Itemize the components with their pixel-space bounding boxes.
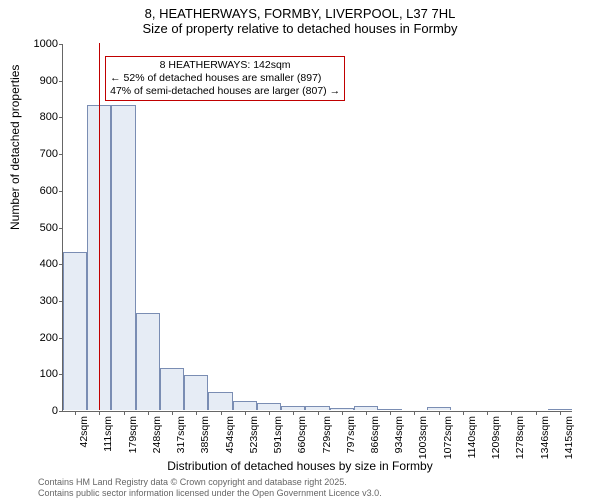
chart-area: 0100200300400500600700800900100042sqm111… bbox=[62, 44, 572, 412]
x-tick-mark bbox=[196, 411, 197, 415]
histogram-bar bbox=[208, 392, 232, 410]
x-tick-mark bbox=[293, 411, 294, 415]
y-tick-mark bbox=[59, 191, 63, 192]
x-tick-mark bbox=[366, 411, 367, 415]
histogram-bar bbox=[160, 368, 184, 410]
y-tick-label: 0 bbox=[18, 405, 58, 417]
histogram-bar bbox=[281, 406, 305, 410]
y-tick-label: 900 bbox=[18, 75, 58, 87]
histogram-bar bbox=[257, 403, 281, 410]
x-tick-mark bbox=[487, 411, 488, 415]
y-tick-label: 400 bbox=[18, 258, 58, 270]
x-tick-mark bbox=[342, 411, 343, 415]
histogram-bar bbox=[427, 407, 451, 410]
chart-title-main: 8, HEATHERWAYS, FORMBY, LIVERPOOL, L37 7… bbox=[0, 0, 600, 21]
y-tick-label: 1000 bbox=[18, 38, 58, 50]
footer-line1: Contains HM Land Registry data © Crown c… bbox=[38, 477, 382, 487]
annotation-box: 8 HEATHERWAYS: 142sqm← 52% of detached h… bbox=[105, 56, 345, 101]
histogram-bar bbox=[548, 409, 572, 410]
x-tick-mark bbox=[439, 411, 440, 415]
x-tick-mark bbox=[536, 411, 537, 415]
y-tick-mark bbox=[59, 44, 63, 45]
histogram-bar bbox=[184, 375, 208, 410]
y-tick-label: 100 bbox=[18, 368, 58, 380]
annotation-line2: ← 52% of detached houses are smaller (89… bbox=[110, 72, 340, 85]
y-tick-mark bbox=[59, 154, 63, 155]
histogram-bar bbox=[233, 401, 257, 410]
y-tick-label: 800 bbox=[18, 111, 58, 123]
footer-attribution: Contains HM Land Registry data © Crown c… bbox=[38, 477, 382, 498]
x-tick-mark bbox=[245, 411, 246, 415]
x-tick-mark bbox=[511, 411, 512, 415]
y-tick-label: 200 bbox=[18, 332, 58, 344]
x-tick-mark bbox=[463, 411, 464, 415]
y-tick-label: 700 bbox=[18, 148, 58, 160]
y-tick-mark bbox=[59, 81, 63, 82]
annotation-line3: 47% of semi-detached houses are larger (… bbox=[110, 85, 340, 98]
histogram-bar bbox=[354, 406, 378, 410]
x-tick-mark bbox=[124, 411, 125, 415]
x-tick-mark bbox=[172, 411, 173, 415]
x-tick-mark bbox=[148, 411, 149, 415]
x-axis-label: Distribution of detached houses by size … bbox=[0, 459, 600, 473]
x-tick-mark bbox=[75, 411, 76, 415]
histogram-bar bbox=[111, 105, 135, 410]
footer-line2: Contains public sector information licen… bbox=[38, 488, 382, 498]
x-tick-mark bbox=[318, 411, 319, 415]
annotation-line1: 8 HEATHERWAYS: 142sqm bbox=[110, 59, 340, 72]
histogram-bar bbox=[330, 408, 354, 410]
x-tick-mark bbox=[560, 411, 561, 415]
x-tick-mark bbox=[99, 411, 100, 415]
x-tick-mark bbox=[269, 411, 270, 415]
y-tick-label: 300 bbox=[18, 295, 58, 307]
histogram-bar bbox=[136, 313, 160, 410]
x-tick-mark bbox=[414, 411, 415, 415]
property-marker-line bbox=[99, 43, 100, 410]
plot-region: 0100200300400500600700800900100042sqm111… bbox=[62, 44, 572, 412]
y-tick-mark bbox=[59, 411, 63, 412]
histogram-bar bbox=[305, 406, 329, 410]
histogram-bar bbox=[63, 252, 87, 410]
x-tick-mark bbox=[221, 411, 222, 415]
x-tick-mark bbox=[390, 411, 391, 415]
y-tick-label: 600 bbox=[18, 185, 58, 197]
y-tick-mark bbox=[59, 117, 63, 118]
chart-title-sub: Size of property relative to detached ho… bbox=[0, 21, 600, 38]
y-tick-mark bbox=[59, 228, 63, 229]
histogram-bar bbox=[378, 409, 402, 410]
y-tick-label: 500 bbox=[18, 222, 58, 234]
